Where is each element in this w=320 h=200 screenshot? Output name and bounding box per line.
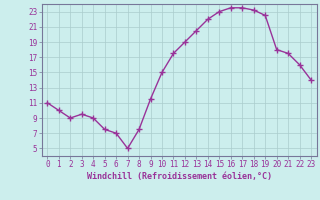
- X-axis label: Windchill (Refroidissement éolien,°C): Windchill (Refroidissement éolien,°C): [87, 172, 272, 181]
